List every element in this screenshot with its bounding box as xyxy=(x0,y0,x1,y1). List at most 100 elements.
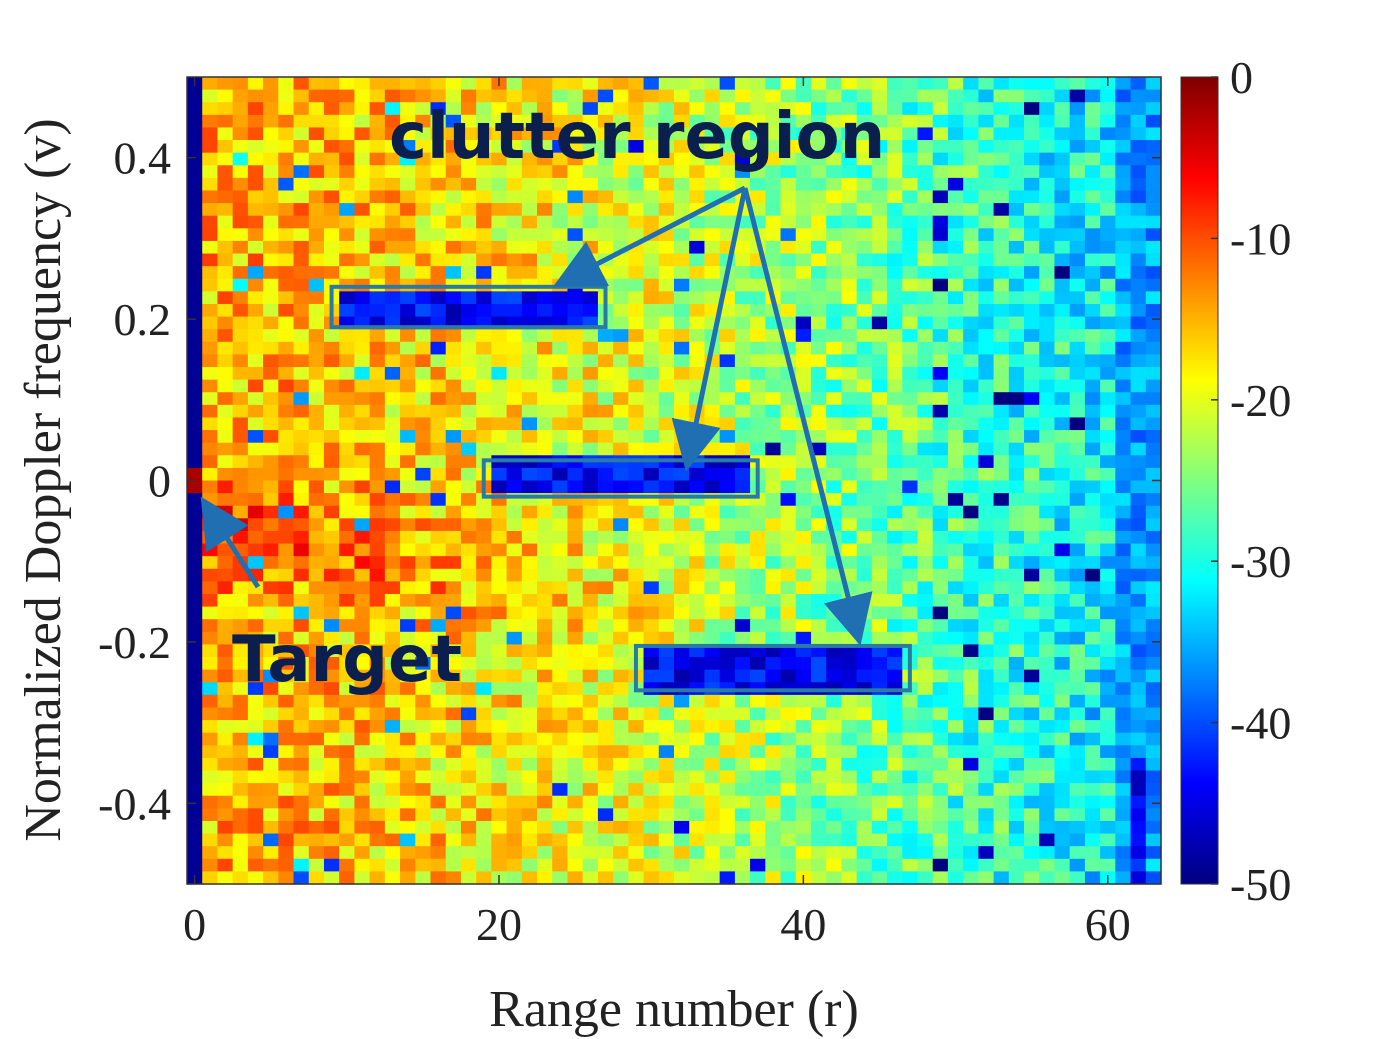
heatmap-cell xyxy=(1024,858,1040,872)
heatmap-cell xyxy=(613,556,629,570)
heatmap-cell xyxy=(187,341,203,356)
heatmap-cell xyxy=(1100,114,1116,129)
heatmap-cell xyxy=(734,253,751,267)
heatmap-cell xyxy=(887,417,903,431)
heatmap-cell xyxy=(826,392,843,406)
heatmap-cell xyxy=(1145,190,1162,204)
heatmap-cell xyxy=(293,89,310,103)
heatmap-cell xyxy=(293,291,310,305)
heatmap-cell xyxy=(1084,177,1101,192)
heatmap-cell xyxy=(810,367,827,381)
heatmap-cell xyxy=(1069,77,1086,91)
heatmap-cell xyxy=(1069,240,1086,255)
heatmap-cell xyxy=(689,215,706,229)
heatmap-cell xyxy=(537,732,553,746)
heatmap-cell xyxy=(734,354,751,368)
heatmap-cell xyxy=(1008,165,1025,179)
heatmap-cell xyxy=(202,682,219,696)
heatmap-cell xyxy=(871,732,888,746)
heatmap-cell xyxy=(202,480,219,494)
heatmap-cell xyxy=(232,682,249,696)
heatmap-cell xyxy=(993,795,1010,809)
heatmap-cell xyxy=(674,430,690,444)
heatmap-cell xyxy=(247,379,264,393)
heatmap-cell xyxy=(1130,669,1147,683)
heatmap-cell xyxy=(369,467,386,482)
heatmap-cell xyxy=(1084,808,1101,822)
heatmap-cell xyxy=(263,833,279,847)
heatmap-cell xyxy=(947,518,964,532)
heatmap-cell xyxy=(293,203,310,217)
heatmap-cell xyxy=(643,745,660,759)
heatmap-cell xyxy=(537,556,553,570)
heatmap-cell xyxy=(658,480,675,494)
heatmap-cell xyxy=(917,820,934,835)
heatmap-cell xyxy=(476,354,492,368)
heatmap-cell xyxy=(902,606,919,620)
heatmap-cell xyxy=(1054,543,1071,557)
heatmap-cell xyxy=(491,669,508,683)
heatmap-cell xyxy=(963,165,979,179)
heatmap-cell xyxy=(932,757,949,772)
heatmap-cell xyxy=(415,720,432,734)
heatmap-cell xyxy=(567,619,584,633)
heatmap-cell xyxy=(734,152,751,166)
heatmap-cell xyxy=(415,682,432,696)
heatmap-cell xyxy=(780,152,797,166)
heatmap-cell xyxy=(795,657,812,671)
heatmap-cell xyxy=(384,165,401,179)
heatmap-cell xyxy=(323,568,340,582)
heatmap-cell xyxy=(187,631,203,646)
heatmap-cell xyxy=(476,404,492,419)
heatmap-cell xyxy=(932,644,949,658)
heatmap-cell xyxy=(567,669,584,683)
heatmap-cell xyxy=(628,303,645,318)
heatmap-cell xyxy=(491,568,508,582)
heatmap-cell xyxy=(887,404,903,419)
heatmap-cell xyxy=(232,455,249,469)
heatmap-cell xyxy=(430,177,447,192)
heatmap-cell xyxy=(1115,694,1132,709)
heatmap-cell xyxy=(384,430,401,444)
heatmap-cell xyxy=(1084,367,1101,381)
heatmap-cell xyxy=(643,404,660,419)
heatmap-cell xyxy=(1039,505,1056,519)
heatmap-cell xyxy=(795,266,812,280)
heatmap-cell xyxy=(887,240,903,255)
heatmap-cell xyxy=(1130,253,1147,267)
heatmap-cell xyxy=(689,354,706,368)
heatmap-cell xyxy=(202,644,219,658)
heatmap-cell xyxy=(826,417,843,431)
heatmap-cell xyxy=(993,757,1010,772)
heatmap-cell xyxy=(552,442,569,456)
heatmap-cell xyxy=(1115,165,1132,179)
heatmap-cell xyxy=(460,455,477,469)
heatmap-cell xyxy=(247,177,264,192)
heatmap-cell xyxy=(430,631,447,646)
heatmap-cell xyxy=(369,657,386,671)
heatmap-cell xyxy=(202,631,219,646)
heatmap-cell xyxy=(750,341,766,356)
heatmap-cell xyxy=(643,871,660,885)
heatmap-cell xyxy=(887,694,903,709)
heatmap-cell xyxy=(704,581,721,595)
heatmap-cell xyxy=(902,783,919,797)
heatmap-cell xyxy=(278,303,295,318)
heatmap-cell xyxy=(1039,114,1056,129)
heatmap-cell xyxy=(765,606,782,620)
heatmap-cell xyxy=(552,341,569,356)
heatmap-cell xyxy=(810,354,827,368)
heatmap-cell xyxy=(187,682,203,696)
heatmap-cell xyxy=(993,291,1010,305)
heatmap-cell xyxy=(567,303,584,318)
heatmap-cell xyxy=(628,152,645,166)
heatmap-cell xyxy=(689,783,706,797)
heatmap-cell xyxy=(567,530,584,545)
heatmap-cell xyxy=(521,215,538,229)
heatmap-cell xyxy=(400,543,416,557)
heatmap-cell xyxy=(217,480,234,494)
heatmap-cell xyxy=(1115,316,1132,330)
heatmap-cell xyxy=(719,152,736,166)
heatmap-cell xyxy=(932,316,949,330)
heatmap-cell xyxy=(689,291,706,305)
